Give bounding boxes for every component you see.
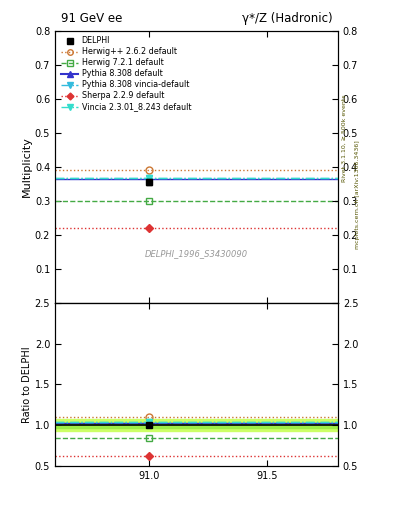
- Text: γ*/Z (Hadronic): γ*/Z (Hadronic): [242, 12, 332, 25]
- Bar: [55, 419, 338, 431]
- Bar: [55, 423, 338, 428]
- Y-axis label: Multiplicity: Multiplicity: [22, 136, 32, 197]
- Legend: DELPHI, Herwig++ 2.6.2 default, Herwig 7.2.1 default, Pythia 8.308 default, Pyth: DELPHI, Herwig++ 2.6.2 default, Herwig 7…: [59, 35, 193, 113]
- Text: 91 GeV ee: 91 GeV ee: [61, 12, 122, 25]
- Text: mcplots.cern.ch [arXiv:1306.3436]: mcplots.cern.ch [arXiv:1306.3436]: [355, 140, 360, 249]
- Text: DELPHI_1996_S3430090: DELPHI_1996_S3430090: [145, 249, 248, 258]
- Y-axis label: Ratio to DELPHI: Ratio to DELPHI: [22, 346, 32, 422]
- Text: Rivet 3.1.10, ≥ 500k events: Rivet 3.1.10, ≥ 500k events: [342, 94, 346, 182]
